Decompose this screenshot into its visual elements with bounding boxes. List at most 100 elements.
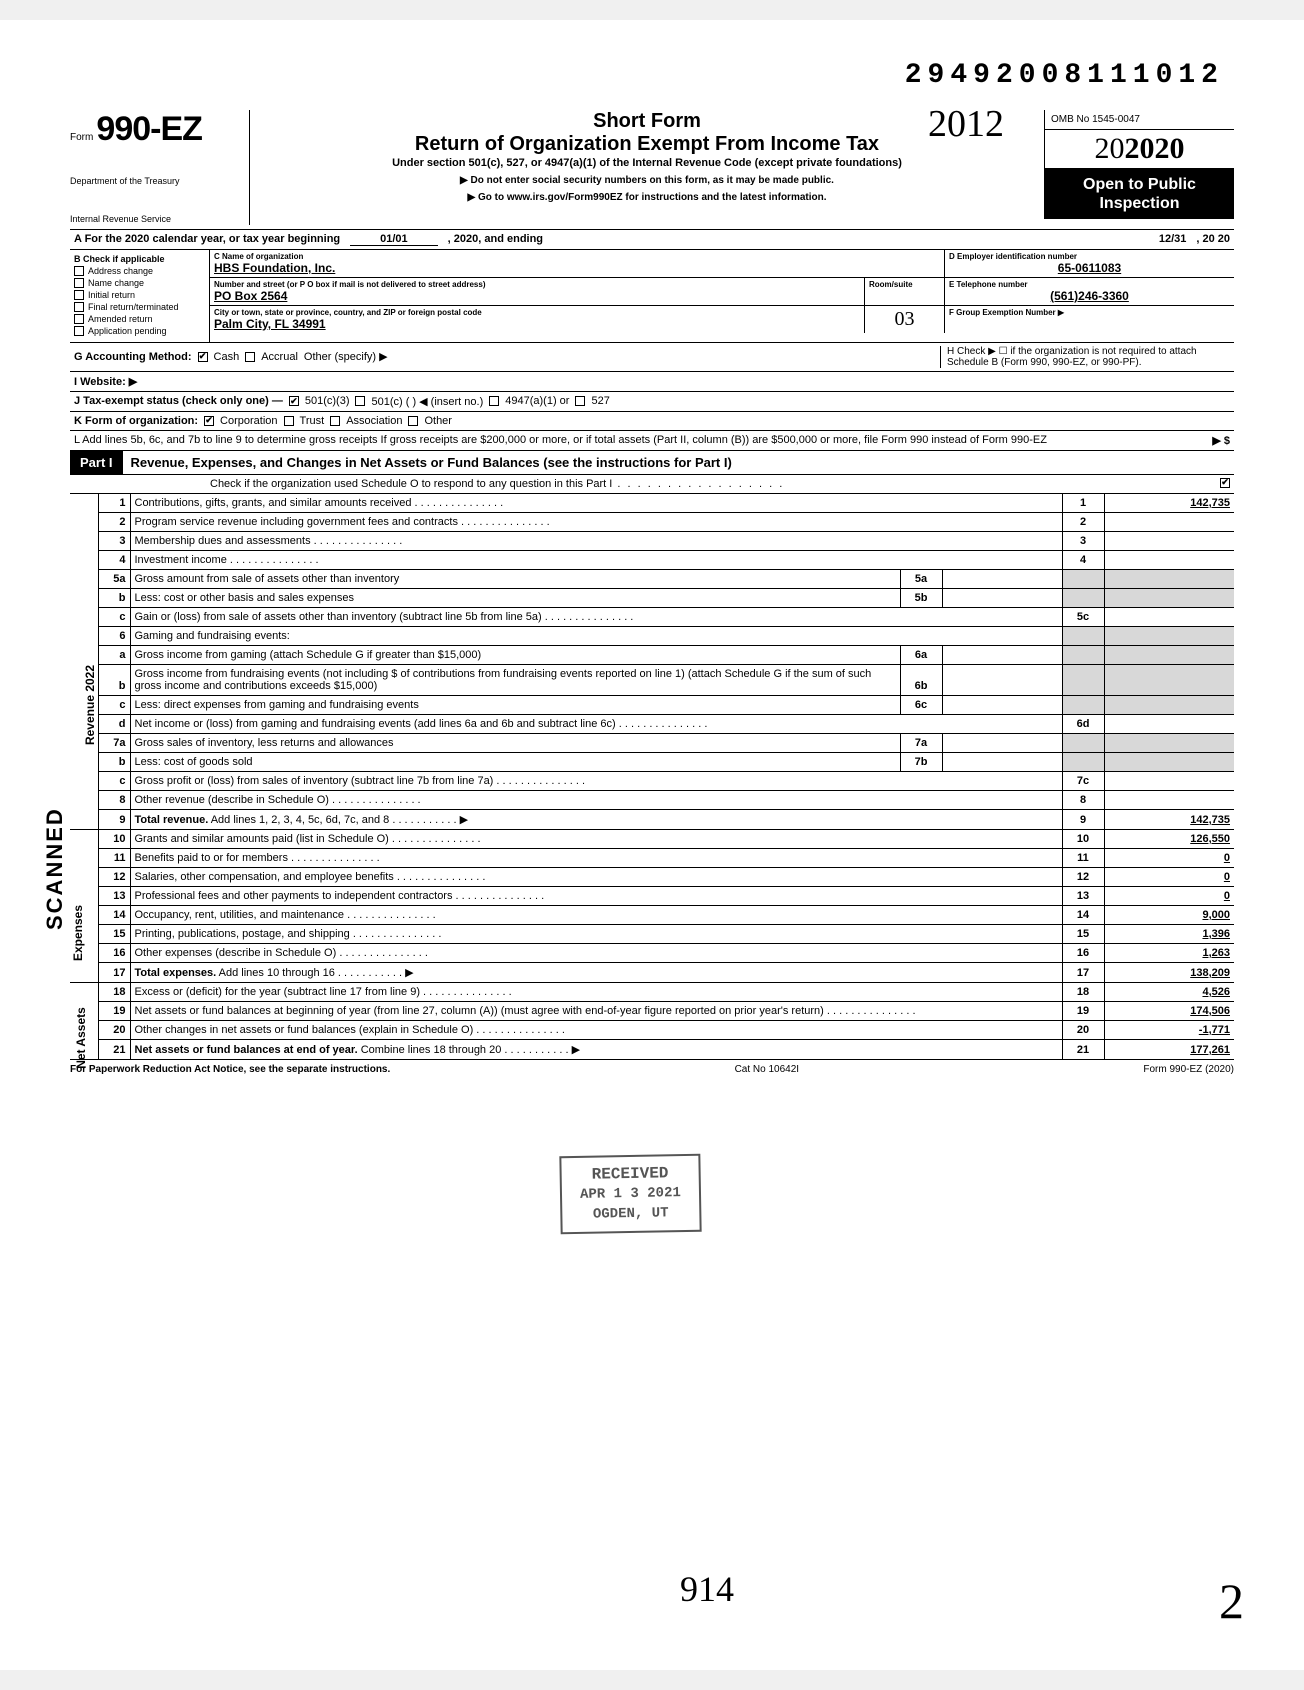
chk-assoc[interactable] — [330, 416, 340, 426]
chk-name-change[interactable]: Name change — [74, 278, 205, 288]
form-header: Form 990-EZ Department of the Treasury I… — [70, 110, 1234, 230]
line-desc: Membership dues and assessments . . . . … — [130, 531, 1062, 550]
chk-accrual[interactable] — [245, 352, 255, 362]
line-16: 16Other expenses (describe in Schedule O… — [70, 943, 1234, 962]
right-val-grey — [1104, 569, 1234, 588]
right-val[interactable]: -1,771 — [1104, 1020, 1234, 1039]
right-val[interactable] — [1104, 607, 1234, 626]
right-val[interactable]: 0 — [1104, 886, 1234, 905]
inner-box-val[interactable] — [942, 664, 1062, 695]
row-i: I Website: ▶ — [70, 372, 1234, 392]
line-7c: cGross profit or (loss) from sales of in… — [70, 771, 1234, 790]
right-val[interactable]: 126,550 — [1104, 829, 1234, 848]
chk-cash[interactable]: ✔ — [198, 352, 208, 362]
right-num: 19 — [1062, 1001, 1104, 1020]
chk-corp[interactable]: ✔ — [204, 416, 214, 426]
right-val[interactable] — [1104, 512, 1234, 531]
inner-box-val[interactable] — [942, 733, 1062, 752]
part1-table: Revenue 20221Contributions, gifts, grant… — [70, 494, 1234, 1060]
right-val[interactable]: 0 — [1104, 867, 1234, 886]
right-val[interactable] — [1104, 531, 1234, 550]
chk-501c3[interactable]: ✔ — [289, 396, 299, 406]
right-num: 15 — [1062, 924, 1104, 943]
chk-527[interactable] — [575, 396, 585, 406]
part1-tab: Part I — [70, 451, 123, 474]
chk-address-change[interactable]: Address change — [74, 266, 205, 276]
po-box: PO Box 2564 — [214, 289, 860, 303]
line-num: 7a — [98, 733, 130, 752]
line-num: 1 — [98, 494, 130, 513]
right-val[interactable]: 142,735 — [1104, 494, 1234, 513]
line-9: 9Total revenue. Add lines 1, 2, 3, 4, 5c… — [70, 809, 1234, 829]
right-num: 16 — [1062, 943, 1104, 962]
right-val[interactable]: 142,735 — [1104, 809, 1234, 829]
line-5b: bLess: cost or other basis and sales exp… — [70, 588, 1234, 607]
line-desc: Program service revenue including govern… — [130, 512, 1062, 531]
line-num: b — [98, 664, 130, 695]
right-val[interactable] — [1104, 771, 1234, 790]
line-desc: Other expenses (describe in Schedule O) … — [130, 943, 1062, 962]
chk-4947[interactable] — [489, 396, 499, 406]
right-val[interactable]: 0 — [1104, 848, 1234, 867]
line-desc: Grants and similar amounts paid (list in… — [130, 829, 1062, 848]
line-7b: bLess: cost of goods sold7b — [70, 752, 1234, 771]
right-val[interactable]: 1,263 — [1104, 943, 1234, 962]
right-num: 18 — [1062, 982, 1104, 1001]
line-num: 17 — [98, 962, 130, 982]
part1-check-text: Check if the organization used Schedule … — [210, 478, 784, 490]
line-desc: Net assets or fund balances at end of ye… — [130, 1039, 1062, 1059]
inner-box-num: 7b — [900, 752, 942, 771]
addr-label: Number and street (or P O box if mail is… — [214, 280, 860, 289]
chk-app-pending[interactable]: Application pending — [74, 326, 205, 336]
goto-url: ▶ Go to www.irs.gov/Form990EZ for instru… — [258, 192, 1036, 203]
right-num: 14 — [1062, 905, 1104, 924]
part1-header: Part I Revenue, Expenses, and Changes in… — [70, 451, 1234, 475]
right-val[interactable] — [1104, 714, 1234, 733]
right-val[interactable]: 9,000 — [1104, 905, 1234, 924]
line-num: 16 — [98, 943, 130, 962]
chk-trust[interactable] — [284, 416, 294, 426]
line-18: Net Assets18Excess or (deficit) for the … — [70, 982, 1234, 1001]
inner-box-val[interactable] — [942, 645, 1062, 664]
l-arrow: ▶ $ — [1212, 434, 1230, 447]
right-val-grey — [1104, 664, 1234, 695]
j-label: J Tax-exempt status (check only one) — — [74, 395, 283, 407]
line-num: 19 — [98, 1001, 130, 1020]
line-19: 19Net assets or fund balances at beginni… — [70, 1001, 1234, 1020]
chk-other[interactable] — [408, 416, 418, 426]
right-val[interactable]: 1,396 — [1104, 924, 1234, 943]
chk-final-return[interactable]: Final return/terminated — [74, 302, 205, 312]
h-label: H Check ▶ ☐ if the organization is not r… — [940, 346, 1230, 368]
right-val[interactable]: 138,209 — [1104, 962, 1234, 982]
inner-box-val[interactable] — [942, 569, 1062, 588]
inner-box-val[interactable] — [942, 695, 1062, 714]
col-c-name-addr: C Name of organization HBS Foundation, I… — [210, 250, 1234, 342]
phone: (561)246-3360 — [949, 289, 1230, 303]
right-val[interactable] — [1104, 550, 1234, 569]
line-desc: Other changes in net assets or fund bala… — [130, 1020, 1062, 1039]
right-num: 17 — [1062, 962, 1104, 982]
inner-box-val[interactable] — [942, 588, 1062, 607]
k-label: K Form of organization: — [74, 415, 198, 427]
right-val[interactable] — [1104, 790, 1234, 809]
line-desc: Total revenue. Add lines 1, 2, 3, 4, 5c,… — [130, 809, 1062, 829]
right-num-grey — [1062, 645, 1104, 664]
line-desc: Gross amount from sale of assets other t… — [130, 569, 900, 588]
line-15: 15Printing, publications, postage, and s… — [70, 924, 1234, 943]
chk-initial-return[interactable]: Initial return — [74, 290, 205, 300]
line-5c: cGain or (loss) from sale of assets othe… — [70, 607, 1234, 626]
part1-checkbox[interactable]: ✔ — [1220, 478, 1230, 488]
line-num: 9 — [98, 809, 130, 829]
right-val[interactable]: 4,526 — [1104, 982, 1234, 1001]
right-val[interactable]: 174,506 — [1104, 1001, 1234, 1020]
room-label: Room/suite — [869, 280, 940, 289]
chk-amended[interactable]: Amended return — [74, 314, 205, 324]
inner-box-val[interactable] — [942, 752, 1062, 771]
line-num: 12 — [98, 867, 130, 886]
scanned-stamp: SCANNED — [42, 807, 68, 930]
line-desc: Gain or (loss) from sale of assets other… — [130, 607, 1062, 626]
right-num: 11 — [1062, 848, 1104, 867]
title-box: Short Form Return of Organization Exempt… — [250, 110, 1044, 203]
right-val[interactable]: 177,261 — [1104, 1039, 1234, 1059]
chk-501c[interactable] — [355, 396, 365, 406]
